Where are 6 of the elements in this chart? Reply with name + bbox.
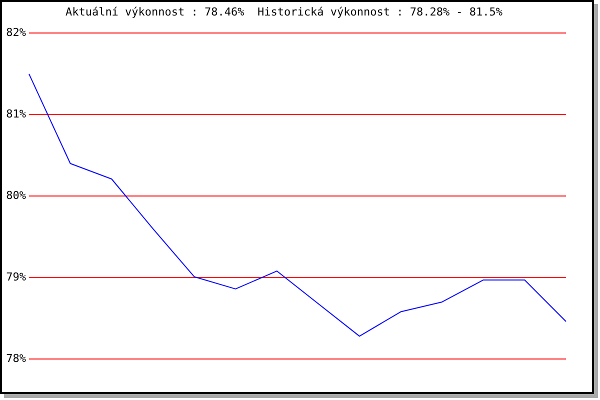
chart-title: Aktuální výkonnost : 78.46% Historická výkonnost : 78.28% - 81.5%	[65, 5, 503, 18]
y-tick-label: 81%	[6, 108, 26, 121]
y-tick-label: 82%	[6, 26, 26, 40]
y-tick-label: 78%	[6, 352, 26, 365]
y-tick-label: 79%	[6, 270, 26, 284]
y-tick-label: 80%	[6, 188, 26, 202]
